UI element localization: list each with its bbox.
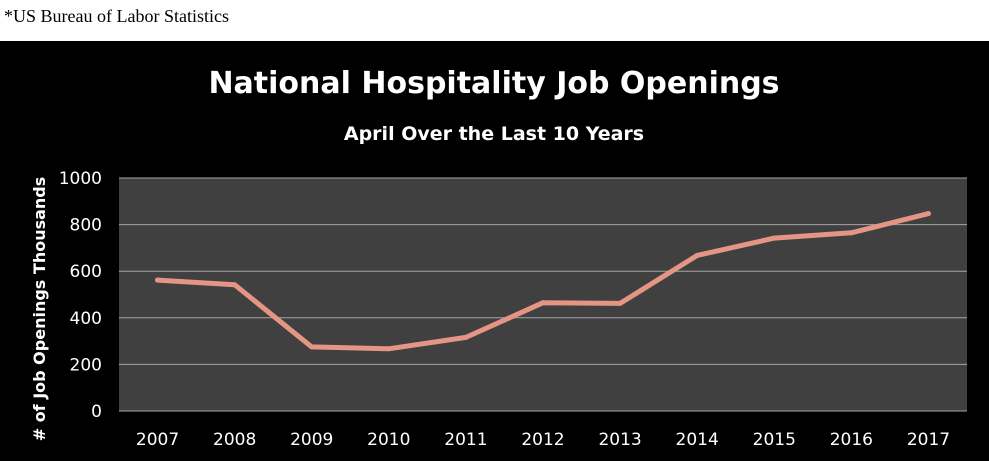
chart-subtitle: April Over the Last 10 Years xyxy=(344,123,644,145)
data-point xyxy=(771,235,777,241)
x-tick-label: 2007 xyxy=(136,430,179,450)
plot-area xyxy=(119,177,967,412)
data-point xyxy=(463,334,469,340)
y-tick-label: 400 xyxy=(70,309,102,329)
plot-background xyxy=(119,178,967,411)
source-note: *US Bureau of Labor Statistics xyxy=(4,6,229,26)
series-layer xyxy=(155,211,931,352)
data-point xyxy=(694,252,700,258)
x-tick-label: 2015 xyxy=(753,430,796,450)
y-tick-label: 200 xyxy=(70,355,102,375)
data-point xyxy=(848,230,854,236)
data-point xyxy=(309,344,315,350)
x-tick-label: 2008 xyxy=(213,430,256,450)
y-tick-label: 600 xyxy=(70,262,102,282)
y-tick-label: 0 xyxy=(91,402,102,422)
y-axis-label: # of Job Openings Thousands xyxy=(30,177,49,442)
x-tick-label: 2009 xyxy=(290,430,333,450)
x-tick-label: 2016 xyxy=(830,430,873,450)
data-point xyxy=(155,277,161,283)
chart-container: National Hospitality Job Openings April … xyxy=(0,41,989,461)
x-tick-label: 2011 xyxy=(444,430,487,450)
chart-title: National Hospitality Job Openings xyxy=(208,66,779,101)
x-tick-label: 2017 xyxy=(907,430,950,450)
y-axis-ticks: 0 200 400 600 800 1000 xyxy=(59,169,102,422)
line-chart: National Hospitality Job Openings April … xyxy=(30,66,967,450)
data-point xyxy=(540,300,546,306)
data-point xyxy=(232,282,238,288)
data-point xyxy=(386,346,392,352)
x-axis-ticks: 2007 2008 2009 2010 2011 2012 2013 2014 2015 2016… xyxy=(136,430,950,450)
x-tick-label: 2013 xyxy=(598,430,641,450)
x-tick-label: 2012 xyxy=(521,430,564,450)
x-tick-label: 2010 xyxy=(367,430,410,450)
data-point xyxy=(617,300,623,306)
x-tick-label: 2014 xyxy=(676,430,719,450)
data-point xyxy=(925,211,931,217)
y-tick-label: 1000 xyxy=(59,169,102,189)
y-tick-label: 800 xyxy=(70,216,102,236)
